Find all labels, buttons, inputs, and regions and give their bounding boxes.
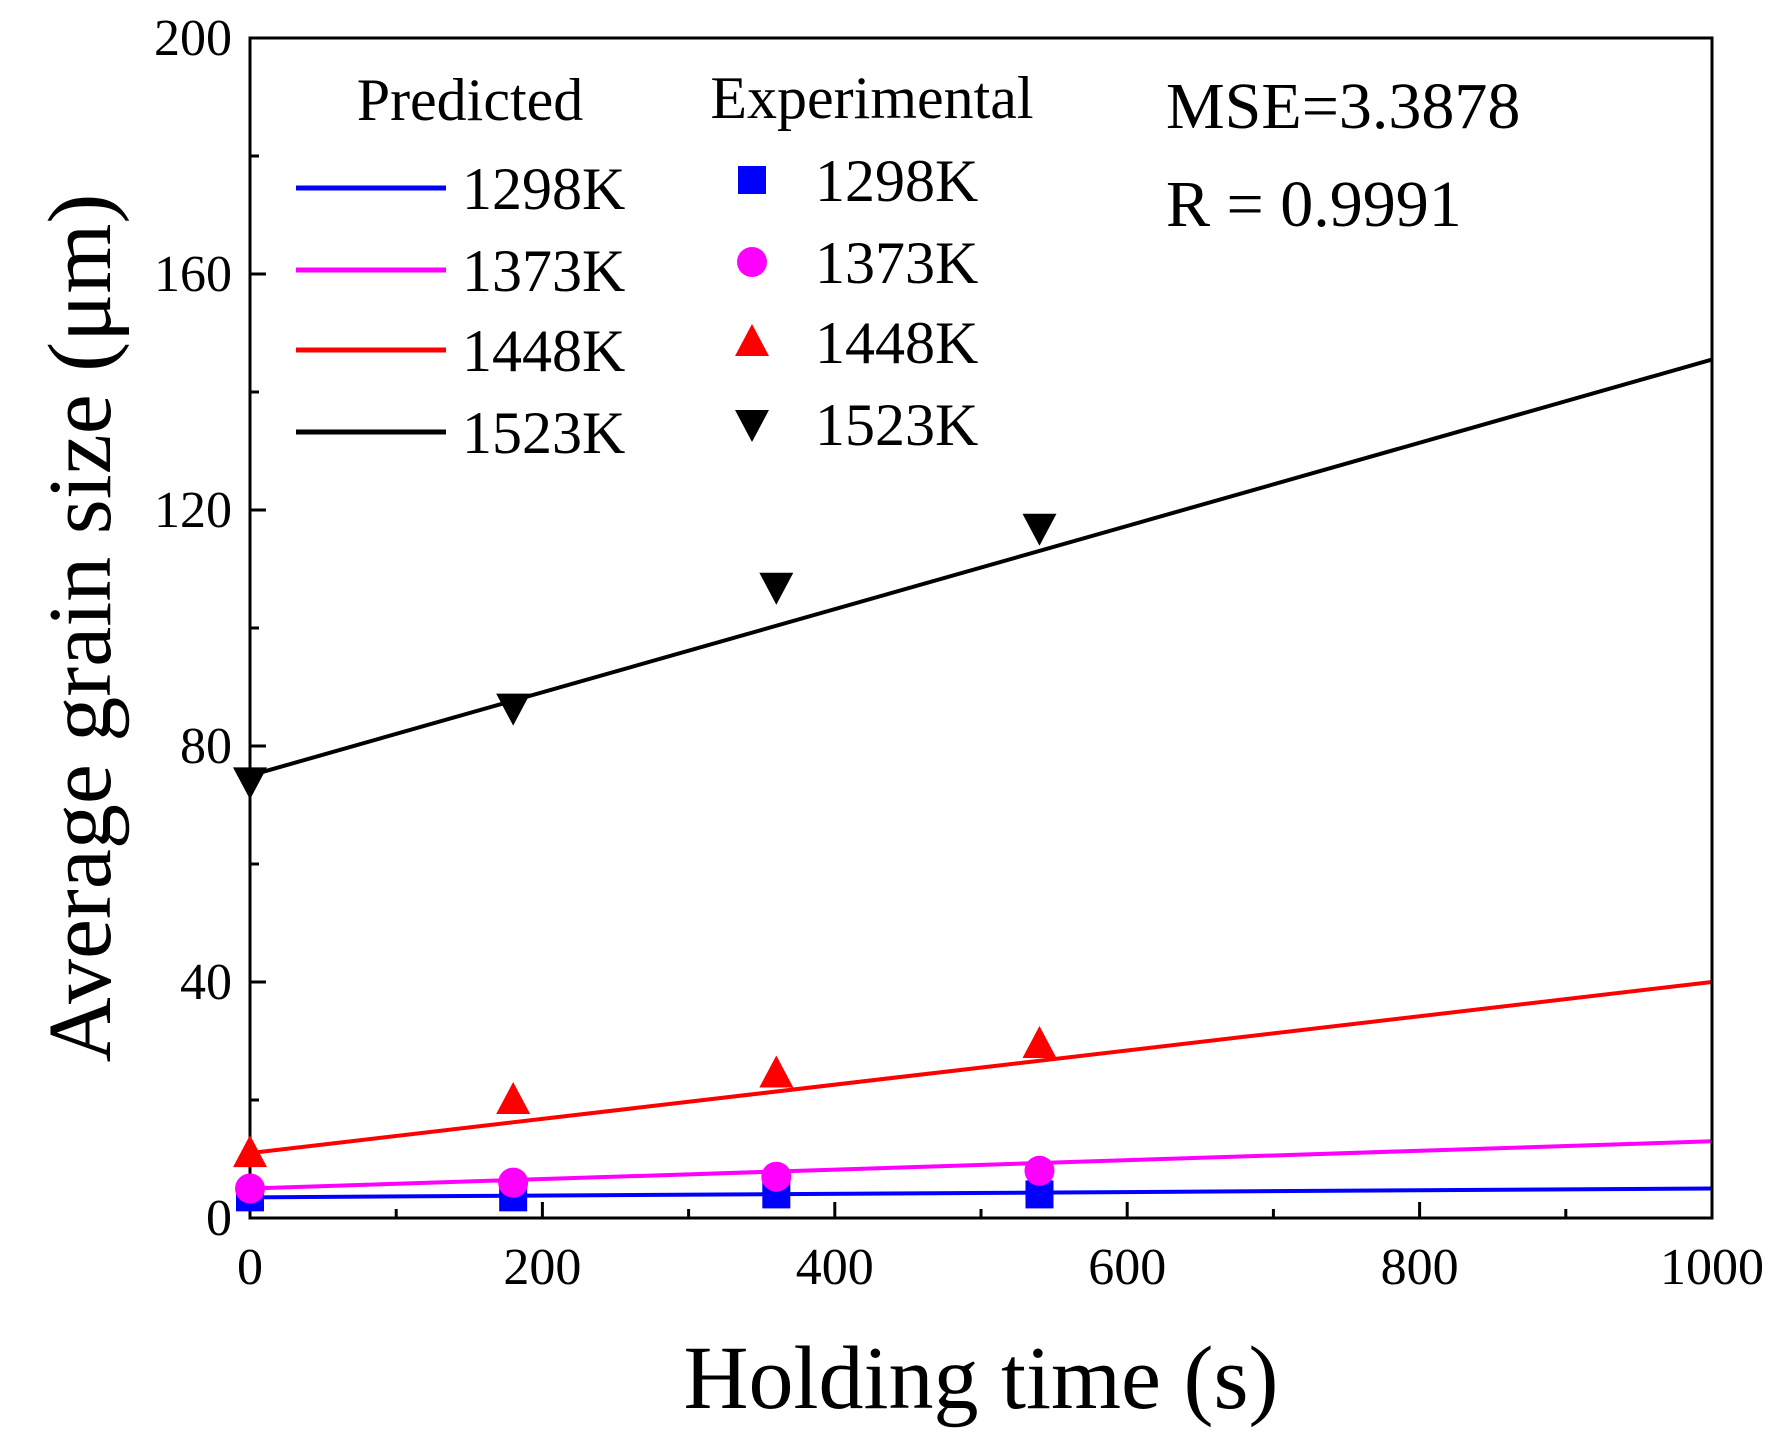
x-tick-label: 400 bbox=[796, 1239, 874, 1296]
legend-label-experimental: 1373K bbox=[815, 230, 978, 296]
y-tick-label: 80 bbox=[180, 718, 232, 775]
experimental-point-1373K bbox=[498, 1167, 529, 1198]
x-tick-label: 200 bbox=[503, 1239, 581, 1296]
experimental-points bbox=[233, 513, 1057, 1212]
legend-label-experimental: 1523K bbox=[815, 392, 978, 458]
r-annotation: R = 0.9991 bbox=[1166, 168, 1462, 241]
legend-marker-1448K bbox=[735, 324, 769, 356]
legend-title-experimental: Experimental bbox=[710, 65, 1033, 131]
x-axis-label: Holding time (s) bbox=[684, 1329, 1279, 1428]
experimental-point-1448K bbox=[233, 1135, 267, 1168]
legend-label-predicted: 1448K bbox=[462, 318, 625, 384]
experimental-point-1523K bbox=[1022, 513, 1057, 546]
legend-label-experimental: 1298K bbox=[815, 148, 978, 214]
experimental-point-1523K bbox=[496, 693, 531, 726]
y-tick-label: 0 bbox=[206, 1190, 232, 1247]
x-tick-label: 1000 bbox=[1660, 1239, 1764, 1296]
x-tick-label: 600 bbox=[1088, 1239, 1166, 1296]
legend-label-predicted: 1298K bbox=[462, 156, 625, 222]
legend-marker-1373K bbox=[737, 247, 767, 277]
y-axis-label: Average grain size (μm) bbox=[31, 194, 130, 1063]
legend-title-predicted: Predicted bbox=[357, 67, 584, 133]
experimental-point-1373K bbox=[761, 1161, 792, 1192]
legend-label-predicted: 1373K bbox=[462, 238, 625, 304]
experimental-point-1448K bbox=[496, 1082, 531, 1114]
legend-label-predicted: 1523K bbox=[462, 400, 625, 466]
experimental-point-1373K bbox=[235, 1173, 265, 1204]
predicted-line-1523K bbox=[250, 357, 1712, 778]
annotations: MSE=3.3878 R = 0.9991 bbox=[1166, 70, 1520, 241]
predicted-line-1448K bbox=[250, 980, 1712, 1156]
predicted-line-1373K bbox=[250, 1139, 1712, 1191]
experimental-point-1448K bbox=[759, 1055, 794, 1088]
mse-annotation: MSE=3.3878 bbox=[1166, 70, 1520, 143]
y-tick-label: 200 bbox=[154, 10, 232, 67]
experimental-point-1523K bbox=[233, 767, 267, 800]
legend: Predicted Experimental 1298K 1373K 1448K 1523… bbox=[296, 65, 1034, 466]
predicted-line-1298K bbox=[250, 1186, 1712, 1200]
x-tick-label: 0 bbox=[237, 1239, 263, 1296]
experimental-point-1523K bbox=[759, 572, 794, 605]
experimental-point-1373K bbox=[1024, 1155, 1055, 1186]
plot-area bbox=[250, 357, 1712, 1200]
axes: 0 200 400 600 800 1000 0 40 80 120 160 200 bbox=[154, 10, 1764, 1296]
y-tick-label: 120 bbox=[154, 482, 232, 539]
experimental-point-1448K bbox=[1022, 1025, 1057, 1058]
legend-marker-1523K bbox=[735, 410, 769, 442]
y-tick-label: 160 bbox=[154, 246, 232, 303]
legend-marker-1298K bbox=[738, 166, 766, 194]
legend-label-experimental: 1448K bbox=[815, 310, 978, 376]
y-tick-label: 40 bbox=[180, 954, 232, 1011]
x-tick-label: 800 bbox=[1381, 1239, 1459, 1296]
